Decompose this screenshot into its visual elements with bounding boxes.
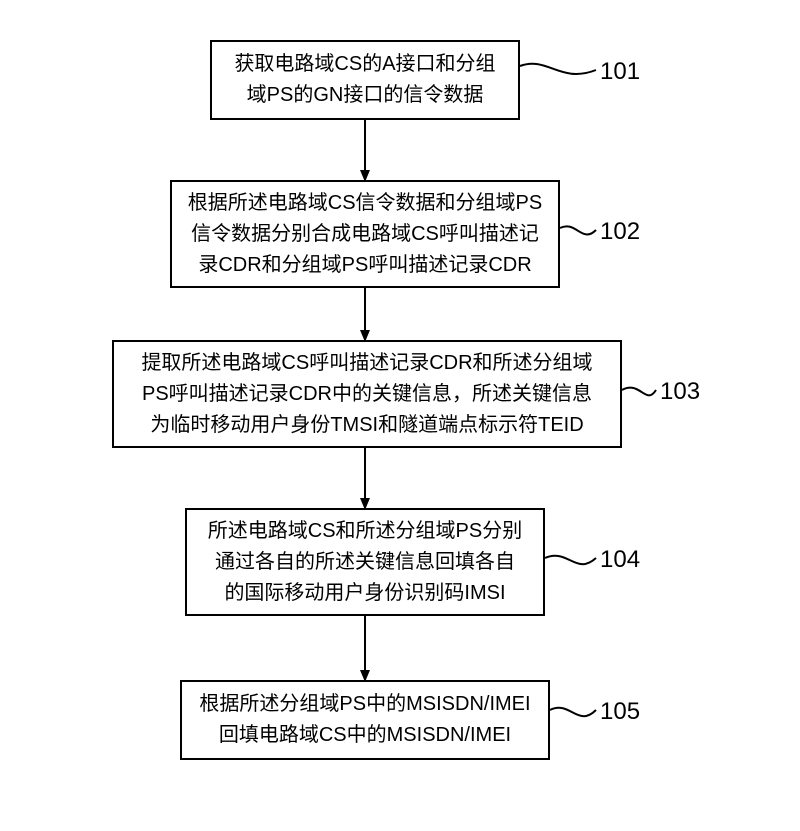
step-label: 103 [660, 378, 700, 406]
flowchart-node: 根据所述分组域PS中的MSISDN/IMEI 回填电路域CS中的MSISDN/I… [180, 680, 550, 760]
step-label: 101 [600, 58, 640, 86]
leader-line [622, 388, 656, 396]
flowchart-node: 获取电路域CS的A接口和分组 域PS的GN接口的信令数据 [210, 40, 520, 120]
node-text: 根据所述分组域PS中的MSISDN/IMEI 回填电路域CS中的MSISDN/I… [199, 689, 530, 751]
step-label: 104 [600, 546, 640, 574]
flowchart-node: 提取所述电路域CS呼叫描述记录CDR和所述分组域 PS呼叫描述记录CDR中的关键… [112, 340, 622, 448]
leader-line [550, 708, 596, 716]
leader-line [560, 226, 596, 234]
node-text: 提取所述电路域CS呼叫描述记录CDR和所述分组域 PS呼叫描述记录CDR中的关键… [141, 348, 592, 441]
node-text: 获取电路域CS的A接口和分组 域PS的GN接口的信令数据 [234, 49, 495, 111]
flowchart-canvas: 获取电路域CS的A接口和分组 域PS的GN接口的信令数据根据所述电路域CS信令数… [0, 0, 800, 831]
node-text: 所述电路域CS和所述分组域PS分别 通过各自的所述关键信息回填各自 的国际移动用… [208, 516, 522, 609]
leader-line [545, 556, 596, 564]
leader-line [520, 64, 596, 74]
step-label: 102 [600, 218, 640, 246]
step-label: 105 [600, 698, 640, 726]
flowchart-node: 所述电路域CS和所述分组域PS分别 通过各自的所述关键信息回填各自 的国际移动用… [185, 508, 545, 616]
flowchart-node: 根据所述电路域CS信令数据和分组域PS 信令数据分别合成电路域CS呼叫描述记 录… [170, 180, 560, 288]
node-text: 根据所述电路域CS信令数据和分组域PS 信令数据分别合成电路域CS呼叫描述记 录… [188, 188, 542, 281]
